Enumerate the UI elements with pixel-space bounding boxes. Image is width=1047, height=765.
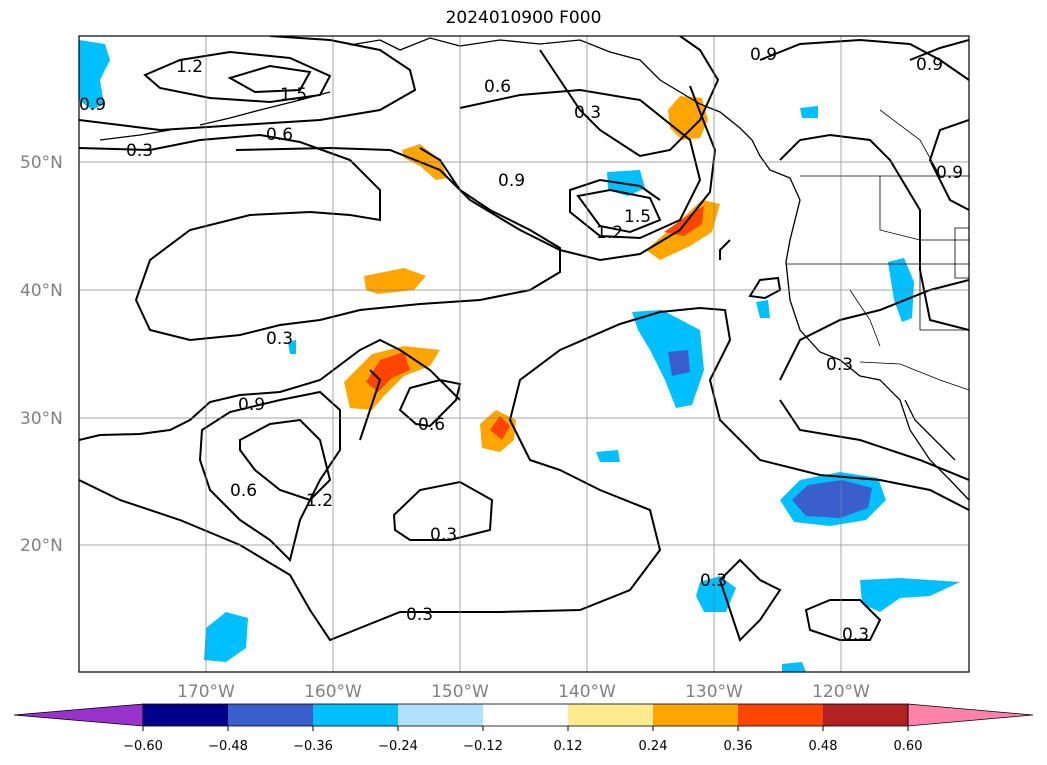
contour-label: 0.3 [266, 329, 293, 349]
negative-anomaly-region [632, 310, 704, 408]
lon-label: 140°W [558, 682, 616, 702]
colorbar-segment [823, 704, 908, 726]
coastlines [99, 37, 969, 501]
latitude-labels: 50°N 40°N 30°N 20°N [20, 153, 63, 556]
negative-anomaly-core [668, 350, 690, 376]
negative-anomaly-region [800, 106, 818, 118]
colorbar-tick-label: 0.12 [554, 739, 583, 754]
contour-label: 0.9 [916, 55, 943, 75]
contour-label: 0.9 [498, 171, 525, 191]
colorbar-tick-label: −0.36 [293, 739, 333, 754]
contour-label: 0.3 [700, 571, 727, 591]
colorbar-segment [143, 704, 228, 726]
contour-label: 1.5 [624, 207, 651, 227]
lat-label: 50°N [20, 153, 63, 173]
negative-anomaly-region [288, 340, 296, 354]
colorbar-outline [142, 703, 909, 727]
negative-anomaly-region [860, 578, 960, 612]
map-area [79, 36, 969, 672]
colorbar-tick-label: 0.24 [639, 739, 668, 754]
lon-label: 160°W [304, 682, 362, 702]
contour-label: 0.9 [79, 95, 106, 115]
negative-anomaly-region [79, 40, 110, 110]
colorbar-tick-label: 0.36 [724, 739, 753, 754]
lon-label: 130°W [685, 682, 743, 702]
borders [786, 109, 969, 391]
colorbar-extend-min [13, 703, 144, 727]
colorbar-tick-label: 0.48 [809, 739, 838, 754]
colorbar-extend-max [907, 703, 1034, 727]
negative-anomaly-region [756, 300, 770, 318]
colorbar-segment [398, 704, 483, 726]
contour-label: 0.6 [230, 481, 257, 501]
map-frame [78, 35, 970, 673]
colorbar-tick-label: −0.60 [123, 739, 163, 754]
contour-label: 1.2 [176, 57, 203, 77]
contour-label: 0.3 [126, 141, 153, 161]
contour-label: 1.2 [306, 491, 333, 511]
lon-label: 170°W [177, 682, 235, 702]
negative-anomaly-core [792, 480, 872, 518]
positive-anomaly-region [364, 268, 426, 294]
lat-label: 40°N [20, 281, 63, 301]
longitude-labels: 170°W 160°W 150°W 140°W 130°W 120°W [177, 682, 870, 702]
lat-label: 20°N [20, 536, 63, 556]
contour-label: 0.6 [418, 415, 445, 435]
contour-label: 1.2 [596, 223, 623, 243]
contour-label: 0.3 [842, 625, 869, 645]
negative-anomaly-region [596, 450, 620, 462]
positive-anomaly-core [490, 416, 510, 440]
contour-label: 1.5 [280, 85, 307, 105]
contour-lines [79, 36, 969, 642]
positive-anomaly-core [366, 352, 410, 392]
lat-label: 30°N [20, 409, 63, 429]
contour-label: 0.3 [406, 605, 433, 625]
colorbar-segment [228, 704, 313, 726]
colorbar-tick-label: −0.12 [463, 739, 503, 754]
negative-anomaly-region [204, 612, 248, 662]
lon-label: 120°W [812, 682, 870, 702]
contour-label: 0.3 [430, 525, 457, 545]
lon-label: 150°W [431, 682, 489, 702]
colorbar: −0.60 −0.48 −0.36 −0.24 −0.12 0.12 0.24 0.36 0.4… [13, 703, 1034, 754]
contour-label: 0.9 [936, 163, 963, 183]
contour-labels: 1.2 1.5 0.9 0.6 0.3 0.6 0.3 0.9 1.2 1.5 … [79, 45, 963, 645]
contour-label: 0.9 [238, 395, 265, 415]
contour-label: 0.6 [484, 77, 511, 97]
gridlines [79, 36, 969, 672]
contour-label: 0.3 [826, 355, 853, 375]
colorbar-segment [653, 704, 738, 726]
colorbar-segment [568, 704, 653, 726]
colorbar-segment [483, 704, 568, 726]
colorbar-segment [738, 704, 823, 726]
contour-label: 0.9 [750, 45, 777, 65]
negative-anomaly-region [696, 576, 736, 612]
contour-label: 0.3 [574, 103, 601, 123]
colorbar-tick-label: 0.60 [894, 739, 923, 754]
contour-label: 0.6 [266, 125, 293, 145]
colorbar-segment [313, 704, 398, 726]
colorbar-tick-label: −0.48 [208, 739, 248, 754]
negative-anomaly-region [782, 662, 806, 672]
map-title: 2024010900 F000 [445, 8, 602, 28]
colorbar-tick-label: −0.24 [378, 739, 418, 754]
